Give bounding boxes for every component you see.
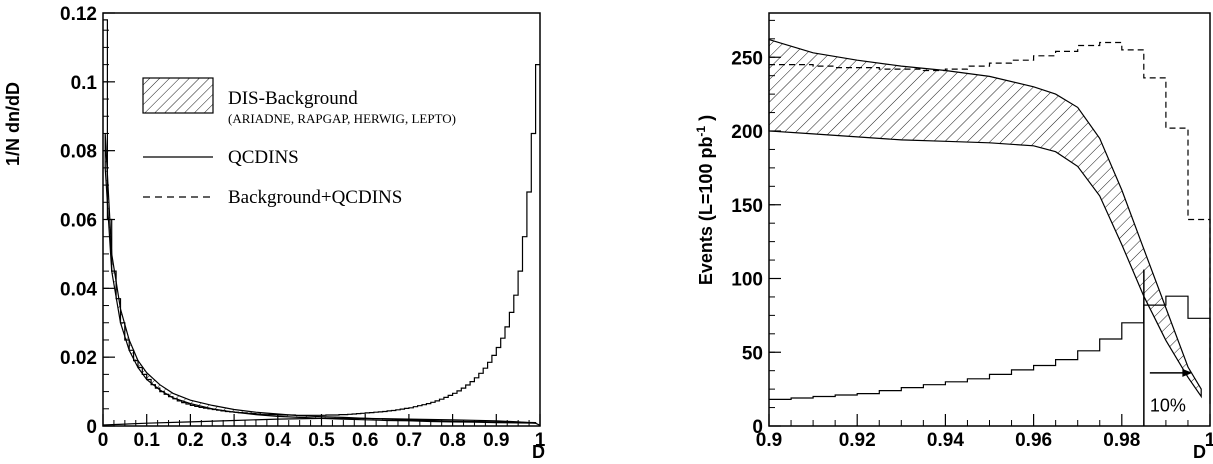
right-cut-annotation: 10% [1143,269,1193,426]
legend-label-qcdins: QCDINS [228,147,299,168]
left-x-tick-label: 1 [535,430,546,451]
right-y-tick-label: 0 [752,417,763,438]
right-x-tick-label: 0.92 [839,430,876,451]
left-y-tick-label: 0.1 [71,73,98,94]
left-y-tick-label: 0.06 [60,211,97,232]
legend-label-background-plus-qcdins: Background+QCDINS [228,187,402,208]
left-x-tick-label: 0.5 [308,430,335,451]
left-y-tick-label: 0.12 [60,4,97,25]
left-y-axis-label: 1/N dn/dD [3,82,23,166]
left-x-axis-label: D [532,442,545,462]
left-y-tick-label: 0.02 [60,348,97,369]
right-y-tick-label: 50 [742,343,763,364]
left-plot-frame [102,12,541,427]
right-y-tick-label: 100 [731,270,763,291]
right-x-tick-label: 0.94 [927,430,964,451]
left-x-tick-label: 0.4 [265,430,292,451]
right-chart: 0.9 0.92 0.94 0.96 0.98 1 0 50 100 150 200 250 10%… [694,12,1213,462]
right-x-axis-label: D [1193,442,1206,462]
right-x-tick-label: 1 [1205,430,1213,451]
left-x-tick-label: 0.3 [221,430,247,451]
right-dis-background-band [768,38,1202,399]
legend-sublabel-generators: (ARIADNE, RAPGAP, HERWIG, LEPTO) [228,111,456,126]
legend-label-dis-background: DIS-Background [228,88,358,109]
left-x-tick-label: 0.6 [352,430,378,451]
cut-percentage-label: 10% [1150,395,1186,415]
left-y-tick-label: 0.08 [60,142,97,163]
left-x-tick-label: 0.7 [396,430,422,451]
left-x-tick-label: 0.1 [133,430,160,451]
legend-swatch-hatched [142,77,214,114]
right-y-axis-label-superscript: -1 [694,126,708,137]
left-chart: 0 0.1 0.2 0.3 0.4 0.5 0.6 0.7 0.8 0.9 1 00.020.040… [3,4,546,462]
right-x-ticks: 0.9 0.92 0.94 0.96 0.98 1 [756,414,1213,451]
left-dis-background-band-area [104,133,537,424]
right-y-ticks: 0 50 100 150 200 250 [731,19,781,438]
right-y-tick-label: 150 [731,196,763,217]
right-y-tick-label: 200 [731,122,763,143]
right-background-plus-qcdins-line [769,41,1211,367]
left-x-tick-label: 0.2 [177,430,203,451]
cut-arrow-head [1182,368,1193,377]
left-y-tick-label: 0.04 [60,279,97,300]
left-dis-background-band [104,133,537,424]
left-x-tick-label: 0.9 [483,430,509,451]
right-x-tick-label: 0.98 [1103,430,1140,451]
right-y-tick-label: 250 [731,48,763,69]
left-y-tick-label: 0 [86,417,97,438]
left-y-ticks: 0 0.02 0.04 0.06 0.08 0.1 0.12 [60,4,115,438]
left-x-tick-label: 0 [98,430,109,451]
right-y-axis-label: Events (L=100 pb-1 ) [694,115,716,285]
left-background-plus-qcdins-line [103,19,540,416]
right-x-tick-label: 0.9 [756,430,782,451]
left-x-tick-label: 0.8 [439,430,465,451]
right-dis-background-band-area [768,38,1202,399]
left-legend: DIS-Background (ARIADNE, RAPGAP, HERWIG,… [142,77,456,208]
left-x-ticks: 0 0.1 0.2 0.3 0.4 0.5 0.6 0.7 0.8 0.9 1 [98,414,546,451]
right-x-tick-label: 0.96 [1015,430,1052,451]
